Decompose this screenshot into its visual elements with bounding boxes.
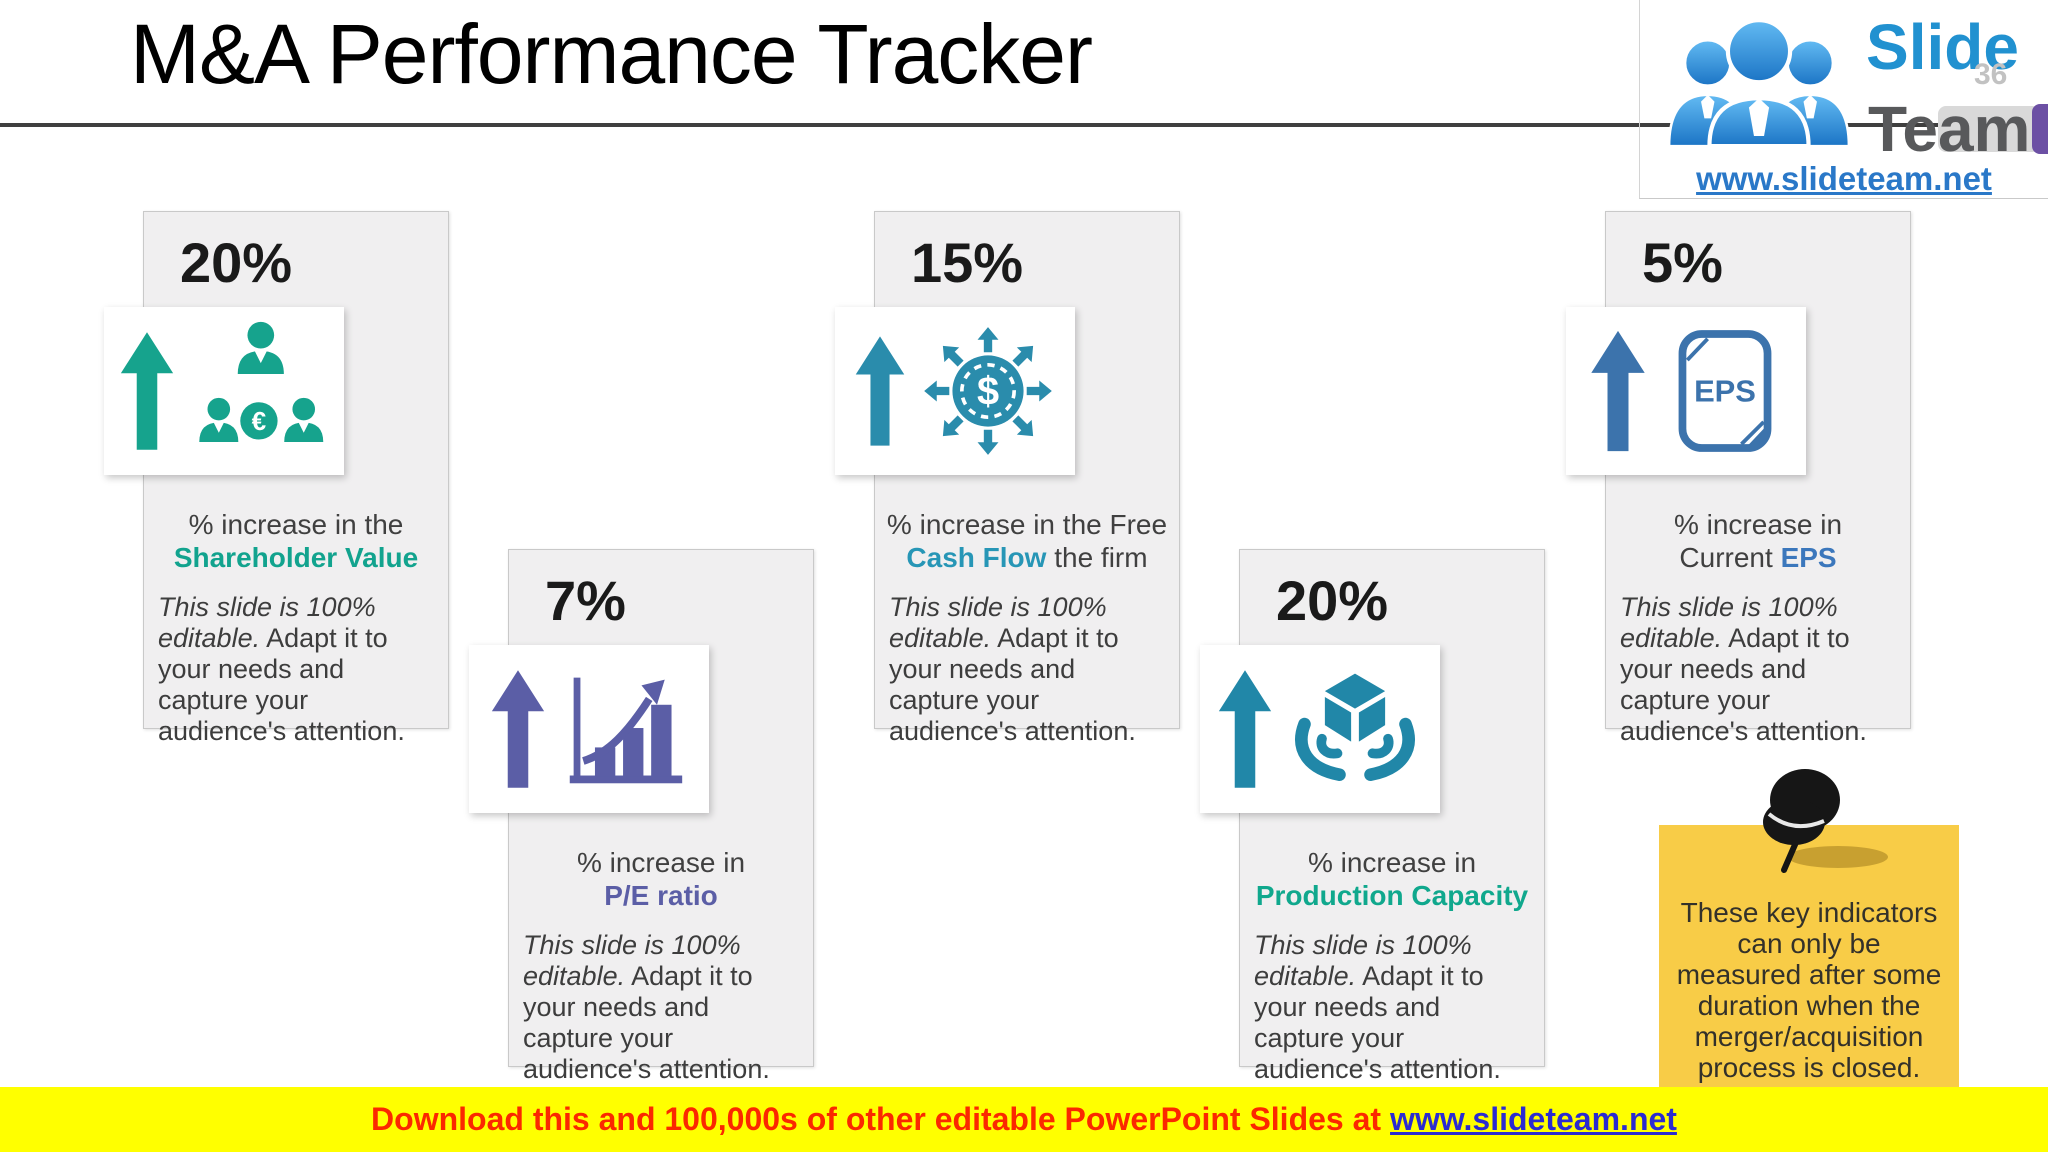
up-arrow-icon <box>491 670 544 788</box>
production-capacity-icon <box>1294 673 1415 781</box>
svg-text:€: € <box>251 406 266 436</box>
up-arrow-icon <box>855 336 904 446</box>
kpi-card-pe-ratio: 7% % increase in P/E ratio This slide is… <box>469 549 814 1084</box>
kpi-label: % increase in the Shareholder Value <box>173 509 419 573</box>
kpi-label: % increase in Production Capacity <box>1255 847 1529 911</box>
kpi-body-text: This slide is 100% editable. Adapt it to… <box>889 592 1136 746</box>
kpi-body-text: This slide is 100% editable. Adapt it to… <box>158 592 405 746</box>
kpi-percent: 7% <box>545 569 626 632</box>
download-banner: Download this and 100,000s of other edit… <box>0 1087 2048 1152</box>
kpi-percent: 5% <box>1642 231 1723 294</box>
page-number: 36 <box>1974 58 2008 91</box>
kpi-body-text: This slide is 100% editable. Adapt it to… <box>523 930 770 1084</box>
sticky-note-text: These key indicators can only be measure… <box>1676 897 1942 1083</box>
kpi-card-production-capacity: 20% % increase in Production Capacity <box>1200 549 1545 1084</box>
shareholder-growth-icon: € <box>198 321 323 442</box>
banner-text: Download this and 100,000s of other edit… <box>371 1101 1382 1137</box>
kpi-icon-box: € <box>104 307 344 475</box>
up-arrow-icon <box>121 332 174 450</box>
kpi-icon-box <box>1200 645 1440 813</box>
page-title: M&A Performance Tracker <box>130 7 1093 101</box>
kpi-icon-box: $ <box>835 307 1075 475</box>
kpi-percent: 20% <box>1276 569 1389 632</box>
pushpin-icon <box>1763 769 1888 873</box>
cash-flow-icon: $ <box>924 327 1053 455</box>
svg-text:$: $ <box>977 370 999 414</box>
kpi-percent: 15% <box>911 231 1024 294</box>
kpi-body-text: This slide is 100% editable. Adapt it to… <box>1620 592 1867 746</box>
slideteam-logo: Slide 36 Team www.slideteam.net <box>1639 0 2048 199</box>
kpi-card-current-eps: 5% EPS % increase in Current EPS This sl… <box>1566 211 1911 746</box>
logo-team-box <box>1938 106 2040 152</box>
kpi-body-text: This slide is 100% editable. Adapt it to… <box>1254 930 1501 1084</box>
up-arrow-icon <box>1591 330 1646 452</box>
kpi-label: % increase in P/E ratio <box>576 847 746 911</box>
slideteam-people-icon <box>1667 17 1851 149</box>
kpi-icon-box: EPS <box>1566 307 1806 475</box>
sticky-note: These key indicators can only be measure… <box>1659 825 1959 1088</box>
banner-link[interactable]: www.slideteam.net <box>1390 1101 1677 1137</box>
logo-brand-slide: Slide <box>1866 11 2019 83</box>
logo-url-link[interactable]: www.slideteam.net <box>1696 160 1992 197</box>
kpi-label: % increase in the Free Cash Flow the fir… <box>886 509 1168 573</box>
up-arrow-icon <box>1219 670 1272 788</box>
kpi-card-cash-flow: 15% $ % increase in the Free <box>835 211 1180 746</box>
kpi-icon-box <box>469 645 709 813</box>
eps-document-icon: EPS <box>1678 330 1772 452</box>
kpi-card-shareholder-value: 20% € % increase in the Shareholder Valu… <box>104 211 449 746</box>
logo-brand-team: Team <box>1868 93 2031 165</box>
kpi-label: % increase in Current EPS <box>1673 509 1843 573</box>
logo-purple-tab <box>2032 104 2048 154</box>
kpi-percent: 20% <box>180 231 293 294</box>
title-rule <box>0 123 2048 127</box>
svg-text:EPS: EPS <box>1694 374 1756 409</box>
pe-ratio-chart-icon <box>570 677 683 784</box>
